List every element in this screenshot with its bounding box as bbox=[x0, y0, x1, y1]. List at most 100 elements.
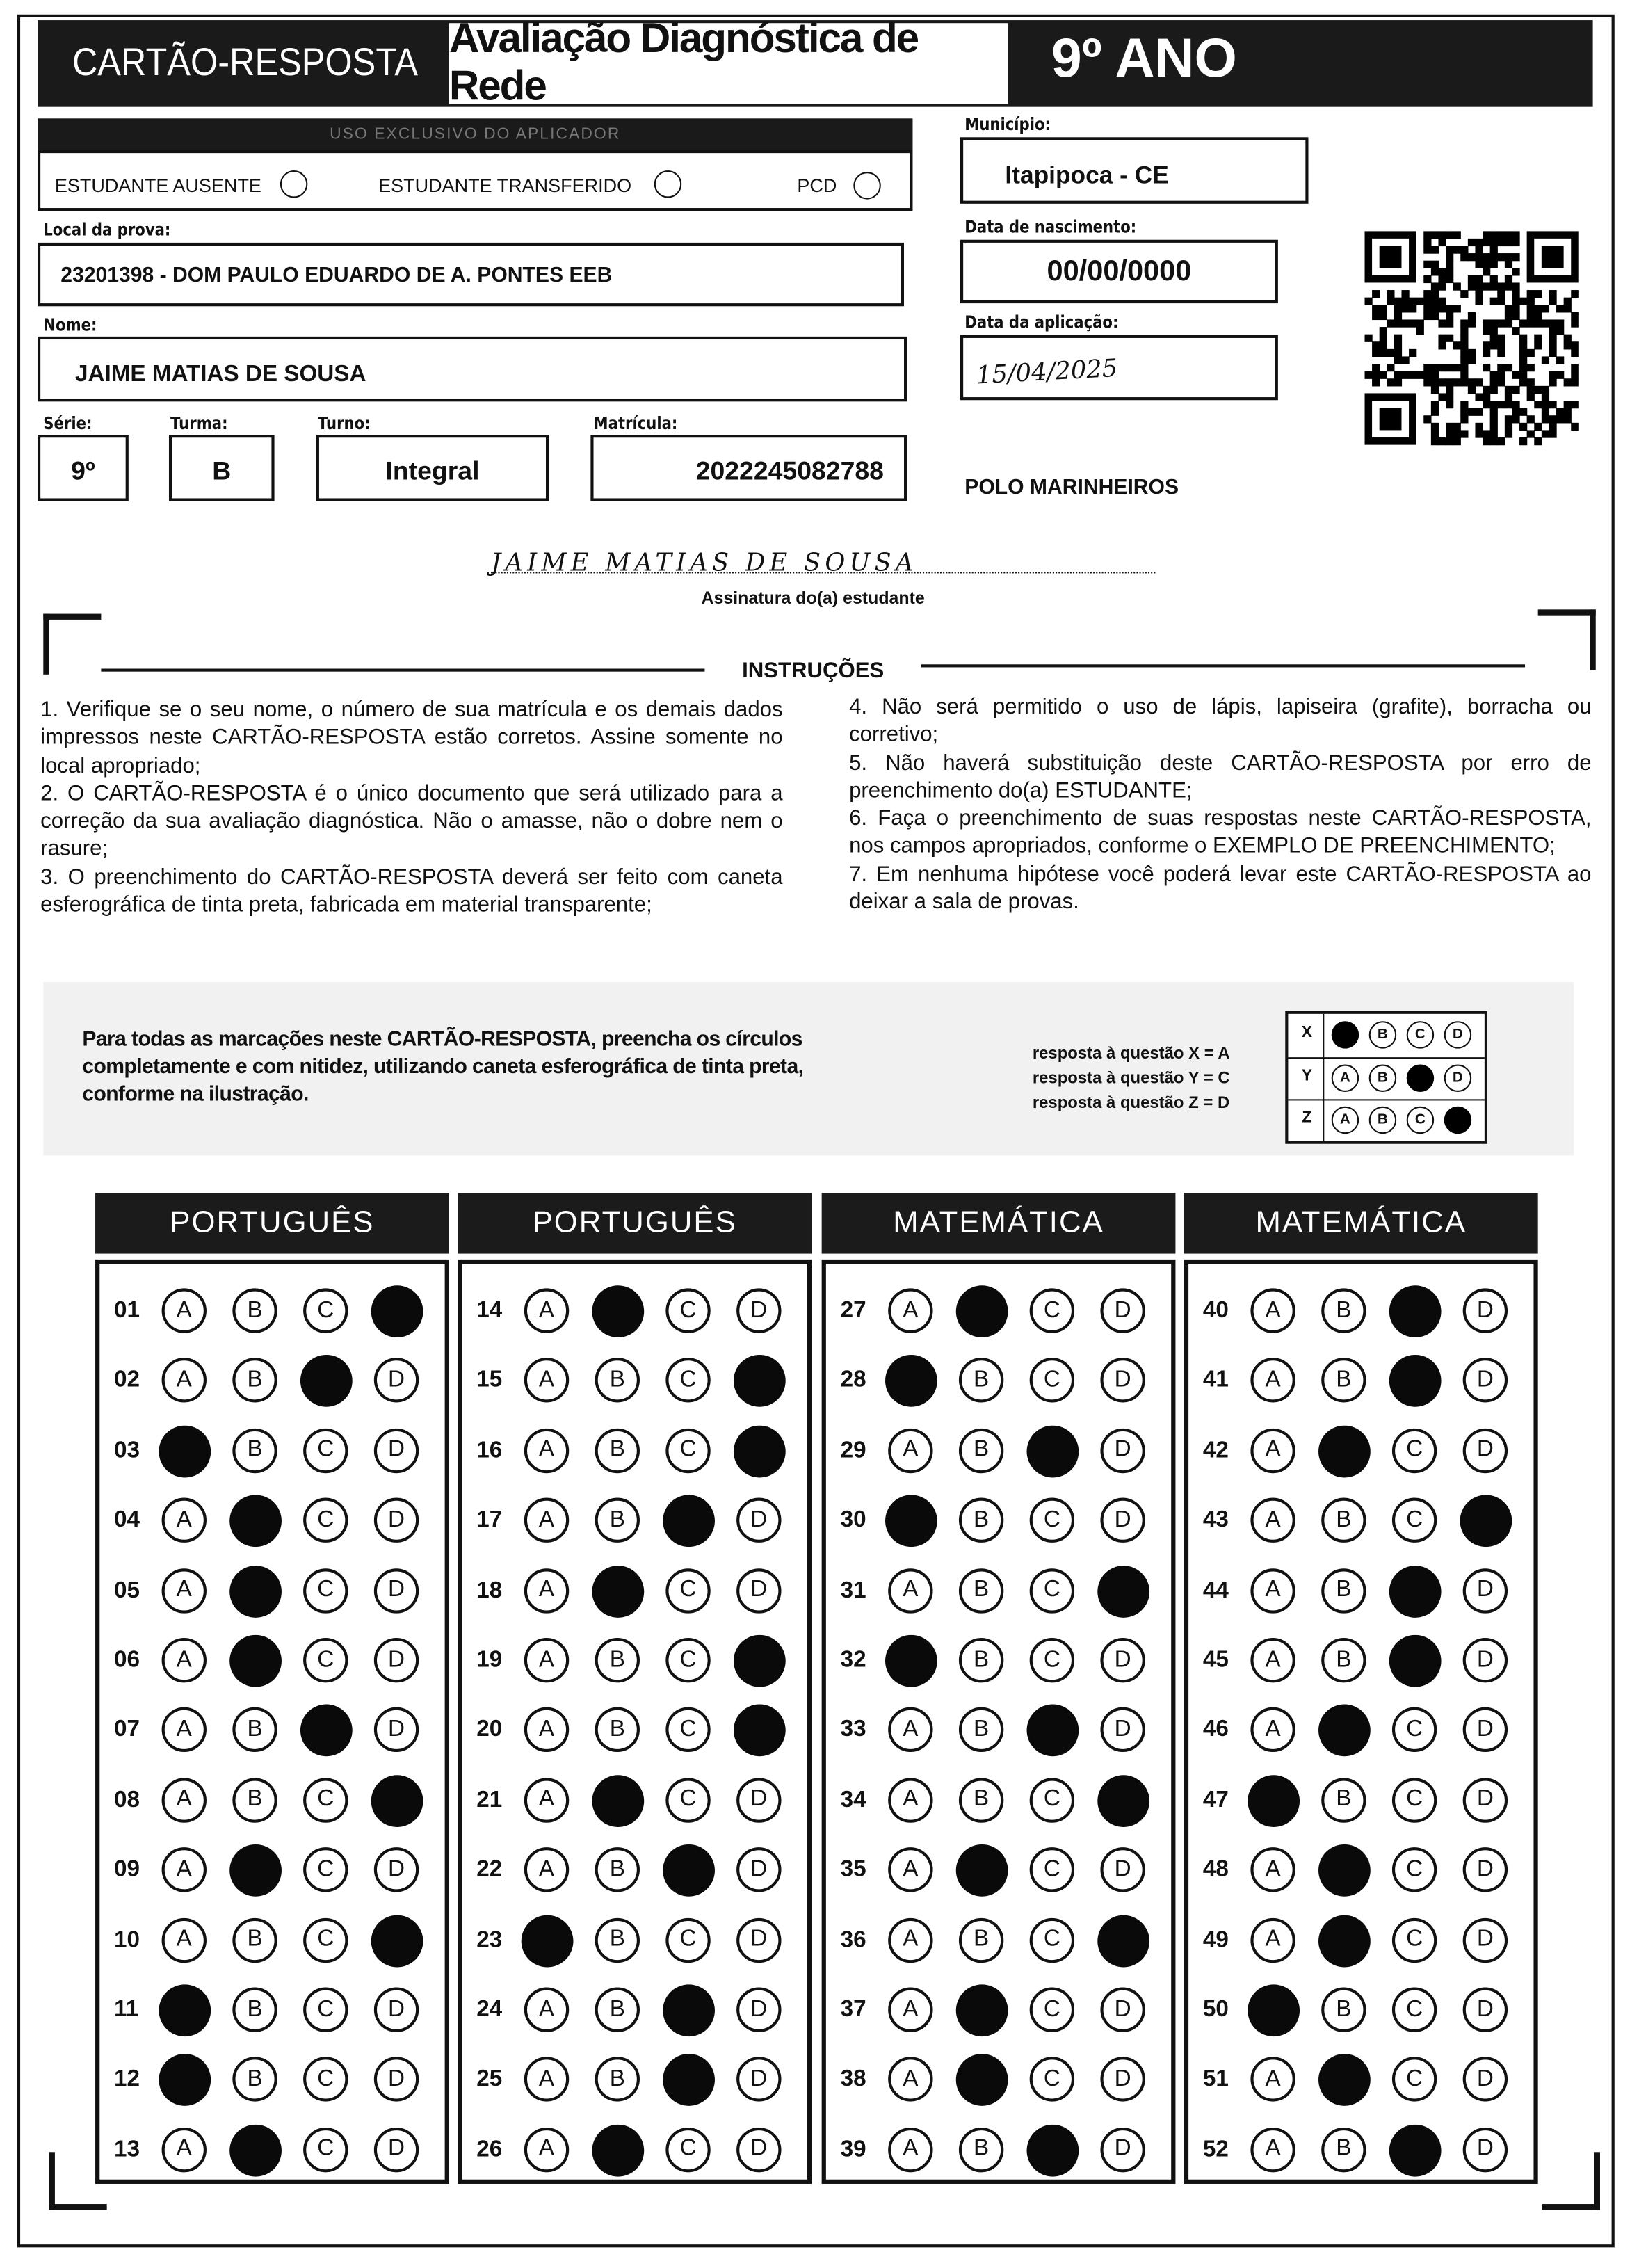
answer-bubble[interactable]: C bbox=[1391, 1987, 1437, 2032]
answer-bubble[interactable]: B bbox=[232, 1917, 277, 1963]
answer-bubble[interactable]: A bbox=[888, 1428, 933, 1473]
answer-bubble[interactable]: B bbox=[1321, 1568, 1366, 1613]
answer-bubble[interactable]: B bbox=[1321, 1637, 1366, 1683]
answer-bubble[interactable]: D bbox=[1100, 1847, 1145, 1892]
answer-bubble[interactable]: C bbox=[303, 1497, 348, 1543]
answer-bubble[interactable]: C bbox=[1391, 1777, 1437, 1823]
answer-bubble[interactable]: D bbox=[736, 1917, 782, 1963]
answer-bubble[interactable]: B bbox=[595, 1917, 640, 1963]
answer-bubble[interactable]: B bbox=[1321, 1497, 1366, 1543]
answer-bubble[interactable]: B bbox=[595, 1707, 640, 1753]
marked-bubble[interactable] bbox=[300, 1705, 353, 1758]
marked-bubble[interactable] bbox=[955, 2054, 1008, 2107]
marked-bubble[interactable] bbox=[663, 2054, 715, 2107]
answer-bubble[interactable]: D bbox=[736, 1847, 782, 1892]
marked-bubble[interactable] bbox=[955, 1285, 1008, 1338]
answer-bubble[interactable]: A bbox=[524, 1358, 570, 1404]
answer-bubble[interactable]: C bbox=[303, 1428, 348, 1473]
answer-bubble[interactable]: B bbox=[958, 1707, 1004, 1753]
answer-bubble[interactable]: D bbox=[1100, 1358, 1145, 1404]
answer-bubble[interactable]: C bbox=[665, 1288, 711, 1333]
answer-bubble[interactable]: A bbox=[524, 1428, 570, 1473]
answer-bubble[interactable]: A bbox=[161, 1568, 207, 1613]
marked-bubble[interactable] bbox=[592, 1285, 645, 1338]
marked-bubble[interactable] bbox=[229, 1844, 282, 1897]
answer-bubble[interactable]: A bbox=[1250, 1497, 1295, 1543]
marked-bubble[interactable] bbox=[1389, 1634, 1442, 1687]
answer-bubble[interactable]: C bbox=[303, 1568, 348, 1613]
answer-bubble[interactable]: C bbox=[303, 1987, 348, 2032]
answer-bubble[interactable]: A bbox=[888, 1847, 933, 1892]
marked-bubble[interactable] bbox=[371, 1774, 423, 1827]
answer-bubble[interactable]: B bbox=[1321, 1288, 1366, 1333]
answer-bubble[interactable]: D bbox=[373, 1568, 419, 1613]
answer-bubble[interactable]: B bbox=[232, 2057, 277, 2102]
marked-bubble[interactable] bbox=[733, 1634, 786, 1687]
answer-bubble[interactable]: D bbox=[373, 1707, 419, 1753]
answer-bubble[interactable]: B bbox=[1321, 1987, 1366, 2032]
marked-bubble[interactable] bbox=[371, 1285, 423, 1338]
marked-bubble[interactable] bbox=[663, 1844, 715, 1897]
answer-bubble[interactable]: C bbox=[1391, 1497, 1437, 1543]
answer-bubble[interactable]: B bbox=[1321, 1777, 1366, 1823]
answer-bubble[interactable]: C bbox=[1029, 1358, 1075, 1404]
answer-bubble[interactable]: D bbox=[373, 2127, 419, 2172]
marked-bubble[interactable] bbox=[229, 1634, 282, 1687]
marked-bubble[interactable] bbox=[592, 1565, 645, 1618]
answer-bubble[interactable]: A bbox=[1250, 1707, 1295, 1753]
answer-bubble[interactable]: B bbox=[232, 1428, 277, 1473]
answer-bubble[interactable]: A bbox=[161, 1707, 207, 1753]
marked-bubble[interactable] bbox=[885, 1634, 937, 1687]
answer-bubble[interactable]: A bbox=[524, 1777, 570, 1823]
answer-bubble[interactable]: D bbox=[1100, 1497, 1145, 1543]
answer-bubble[interactable]: D bbox=[1100, 1707, 1145, 1753]
answer-bubble[interactable]: C bbox=[665, 1917, 711, 1963]
answer-bubble[interactable]: A bbox=[1250, 1637, 1295, 1683]
answer-bubble[interactable]: C bbox=[1391, 2057, 1437, 2102]
answer-bubble[interactable]: A bbox=[524, 1497, 570, 1543]
answer-bubble[interactable]: B bbox=[958, 2127, 1004, 2172]
answer-bubble[interactable]: D bbox=[1462, 1637, 1508, 1683]
answer-bubble[interactable]: C bbox=[303, 1777, 348, 1823]
option-circle[interactable] bbox=[654, 170, 682, 198]
marked-bubble[interactable] bbox=[159, 2054, 211, 2107]
answer-bubble[interactable]: C bbox=[1029, 1777, 1075, 1823]
answer-bubble[interactable]: D bbox=[1100, 1428, 1145, 1473]
answer-bubble[interactable]: C bbox=[303, 1637, 348, 1683]
answer-bubble[interactable]: C bbox=[1029, 1637, 1075, 1683]
answer-bubble[interactable]: C bbox=[1391, 1917, 1437, 1963]
answer-bubble[interactable]: A bbox=[524, 2057, 570, 2102]
answer-bubble[interactable]: C bbox=[1391, 1707, 1437, 1753]
answer-bubble[interactable]: C bbox=[303, 2057, 348, 2102]
answer-bubble[interactable]: D bbox=[1100, 2127, 1145, 2172]
marked-bubble[interactable] bbox=[1318, 1705, 1371, 1758]
marked-bubble[interactable] bbox=[1389, 2124, 1442, 2177]
answer-bubble[interactable]: A bbox=[524, 1987, 570, 2032]
marked-bubble[interactable] bbox=[733, 1705, 786, 1758]
answer-bubble[interactable]: C bbox=[1029, 1497, 1075, 1543]
option-circle[interactable] bbox=[280, 170, 308, 198]
answer-bubble[interactable]: A bbox=[1250, 1428, 1295, 1473]
marked-bubble[interactable] bbox=[1389, 1285, 1442, 1338]
answer-bubble[interactable]: B bbox=[595, 1987, 640, 2032]
answer-bubble[interactable]: D bbox=[736, 1568, 782, 1613]
answer-bubble[interactable]: D bbox=[1462, 1288, 1508, 1333]
answer-bubble[interactable]: A bbox=[888, 1707, 933, 1753]
answer-bubble[interactable]: A bbox=[1250, 1288, 1295, 1333]
marked-bubble[interactable] bbox=[1097, 1565, 1150, 1618]
marked-bubble[interactable] bbox=[1389, 1565, 1442, 1618]
marked-bubble[interactable] bbox=[1026, 2124, 1079, 2177]
answer-bubble[interactable]: C bbox=[665, 1637, 711, 1683]
answer-bubble[interactable]: C bbox=[1029, 1847, 1075, 1892]
marked-bubble[interactable] bbox=[521, 1914, 574, 1967]
answer-bubble[interactable]: A bbox=[161, 1358, 207, 1404]
answer-bubble[interactable]: B bbox=[595, 2057, 640, 2102]
answer-bubble[interactable]: C bbox=[303, 2127, 348, 2172]
answer-bubble[interactable]: D bbox=[1462, 2057, 1508, 2102]
answer-bubble[interactable]: C bbox=[1029, 1568, 1075, 1613]
answer-bubble[interactable]: D bbox=[1462, 1428, 1508, 1473]
answer-bubble[interactable]: A bbox=[888, 1917, 933, 1963]
answer-bubble[interactable]: B bbox=[232, 1777, 277, 1823]
answer-bubble[interactable]: D bbox=[1100, 1987, 1145, 2032]
answer-bubble[interactable]: D bbox=[1462, 1777, 1508, 1823]
